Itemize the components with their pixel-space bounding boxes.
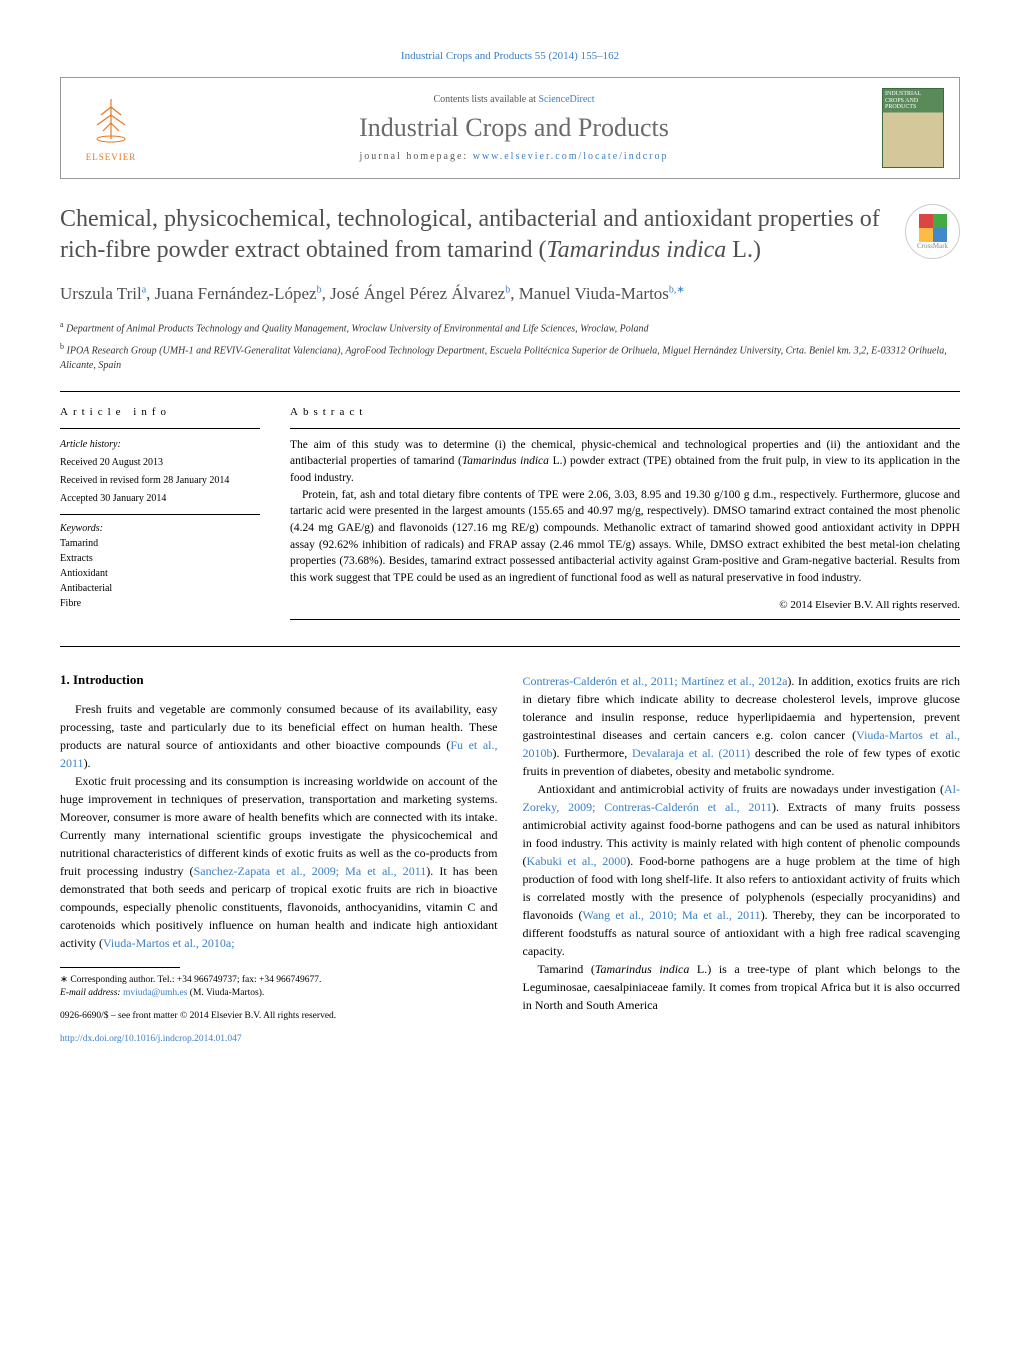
abstract: abstract The aim of this study was to de… (290, 406, 960, 628)
abstract-copyright: © 2014 Elsevier B.V. All rights reserved… (290, 599, 960, 611)
contents-available: Contents lists available at ScienceDirec… (146, 94, 882, 105)
divider (60, 391, 960, 392)
corresponding-author: ∗ Corresponding author. Tel.: +34 966749… (60, 974, 498, 987)
crossmark-icon-2 (919, 228, 947, 242)
citation-link[interactable]: Wang et al., 2010; Ma et al., 2011 (582, 908, 760, 922)
keyword: Antibacterial (60, 581, 260, 596)
journal-citation[interactable]: Industrial Crops and Products 55 (2014) … (60, 50, 960, 62)
affiliation: b IPOA Research Group (UMH-1 and REVIV-G… (60, 341, 960, 372)
article-info-heading: article info (60, 406, 260, 418)
elsevier-tree-icon (89, 95, 133, 150)
title-species: Tamarindus indica (546, 237, 726, 263)
article-info-sidebar: article info Article history: Received 2… (60, 406, 260, 628)
crossmark-label: CrossMark (917, 242, 948, 250)
citation-link[interactable]: Sanchez-Zapata et al., 2009; Ma et al., … (194, 864, 427, 878)
sciencedirect-link[interactable]: ScienceDirect (538, 94, 594, 105)
email-link[interactable]: mviuda@umh.es (123, 988, 187, 998)
corresponding-email: E-mail address: mviuda@umh.es (M. Viuda-… (60, 987, 498, 1000)
journal-cover-thumbnail[interactable]: INDUSTRIAL CROPS AND PRODUCTS (882, 88, 944, 168)
keyword: Antioxidant (60, 566, 260, 581)
article-title: Chemical, physicochemical, technological… (60, 204, 890, 266)
abstract-paragraph: Protein, fat, ash and total dietary fibr… (290, 487, 960, 587)
info-divider (60, 428, 260, 429)
email-label: E-mail address: (60, 988, 123, 998)
body-paragraph: Exotic fruit processing and its consumpt… (60, 772, 498, 952)
email-suffix: (M. Viuda-Martos). (187, 988, 264, 998)
body-paragraph: Fresh fruits and vegetable are commonly … (60, 700, 498, 772)
citation-link[interactable]: Kabuki et al., 2000 (527, 854, 627, 868)
author[interactable]: José Ángel Pérez Álvarezb (330, 284, 510, 303)
citation-link[interactable]: Devalaraja et al. (2011) (632, 746, 750, 760)
journal-name: Industrial Crops and Products (146, 113, 882, 143)
journal-header: ELSEVIER Contents lists available at Sci… (60, 77, 960, 179)
accepted-date: Accepted 30 January 2014 (60, 491, 260, 506)
author[interactable]: Manuel Viuda-Martosb,∗ (519, 284, 685, 303)
citation-link[interactable]: Contreras-Calderón et al., 2011; Martíne… (523, 674, 788, 688)
abstract-divider (290, 428, 960, 429)
homepage-link[interactable]: www.elsevier.com/locate/indcrop (473, 151, 669, 162)
crossmark-icon (919, 214, 947, 228)
elsevier-logo[interactable]: ELSEVIER (76, 88, 146, 168)
column-left: 1. Introduction Fresh fruits and vegetab… (60, 672, 498, 1047)
citation-link[interactable]: Viuda-Martos et al., 2010a; (103, 936, 235, 950)
crossmark-badge[interactable]: CrossMark (905, 204, 960, 259)
received-date: Received 20 August 2013 (60, 455, 260, 470)
footnote-divider (60, 967, 180, 968)
authors-list: Urszula Trila, Juana Fernández-Lópezb, J… (60, 281, 960, 307)
body-paragraph: Tamarind (Tamarindus indica L.) is a tre… (523, 960, 961, 1014)
keyword: Tamarind (60, 536, 260, 551)
divider (60, 646, 960, 647)
keyword: Fibre (60, 596, 260, 611)
author[interactable]: Urszula Trila (60, 284, 146, 303)
title-suffix: L.) (726, 237, 761, 263)
body-paragraph: Antioxidant and antimicrobial activity o… (523, 780, 961, 960)
doi-link[interactable]: http://dx.doi.org/10.1016/j.indcrop.2014… (60, 1033, 498, 1046)
keywords-label: Keywords: (60, 523, 260, 534)
history-label: Article history: (60, 437, 260, 452)
body-paragraph: Contreras-Calderón et al., 2011; Martíne… (523, 672, 961, 780)
abstract-paragraph: The aim of this study was to determine (… (290, 437, 960, 487)
section-heading: 1. Introduction (60, 672, 498, 688)
abstract-heading: abstract (290, 406, 960, 418)
abstract-divider-bottom (290, 619, 960, 620)
keyword: Extracts (60, 551, 260, 566)
contents-text: Contents lists available at (433, 94, 538, 105)
journal-homepage: journal homepage: www.elsevier.com/locat… (146, 151, 882, 162)
author[interactable]: Juana Fernández-Lópezb (155, 284, 322, 303)
revised-date: Received in revised form 28 January 2014 (60, 473, 260, 488)
column-right: Contreras-Calderón et al., 2011; Martíne… (523, 672, 961, 1047)
affiliation: a Department of Animal Products Technolo… (60, 319, 960, 336)
issn-line: 0926-6690/$ – see front matter © 2014 El… (60, 1010, 498, 1023)
cover-title: INDUSTRIAL CROPS AND PRODUCTS (885, 91, 941, 111)
info-divider (60, 514, 260, 515)
homepage-label: journal homepage: (360, 151, 473, 162)
elsevier-name: ELSEVIER (86, 152, 137, 162)
